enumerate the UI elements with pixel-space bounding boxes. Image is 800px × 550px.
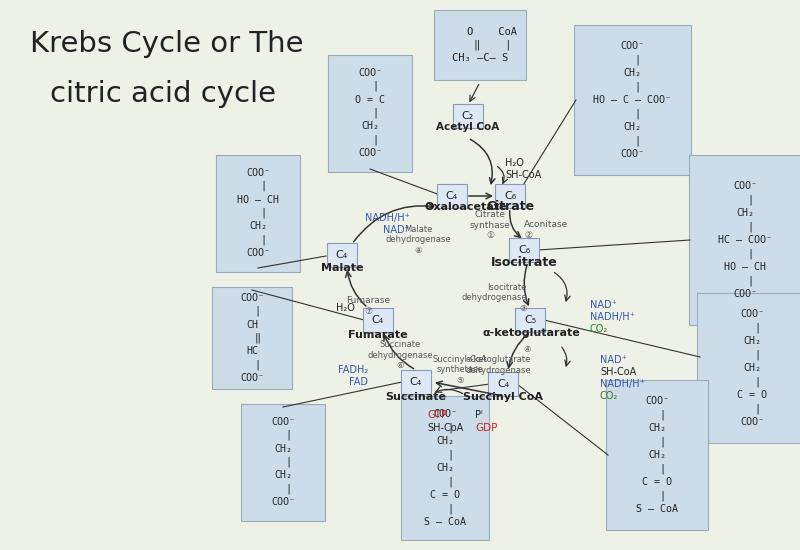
Text: C₄: C₄	[497, 379, 509, 389]
Text: Succinate
dehydrogenase
⑥: Succinate dehydrogenase ⑥	[367, 340, 433, 370]
Text: COO⁻
  |
CH
  ‖
HC
  |
COO⁻: COO⁻ | CH ‖ HC | COO⁻	[240, 293, 264, 383]
FancyBboxPatch shape	[401, 370, 431, 394]
Text: NAD⁺: NAD⁺	[383, 225, 410, 235]
Text: COO⁻
  |
CH₂
  |
CH₂
  |
C = O
  |
COO⁻: COO⁻ | CH₂ | CH₂ | C = O | COO⁻	[737, 309, 767, 427]
Text: Succinyl CoA: Succinyl CoA	[463, 392, 543, 402]
Text: Pᴵ: Pᴵ	[475, 410, 482, 420]
Text: citric acid cycle: citric acid cycle	[50, 80, 276, 108]
Text: COO⁻
  |
O = C
  |
CH₂
  |
COO⁻: COO⁻ | O = C | CH₂ | COO⁻	[355, 68, 385, 158]
Text: C₆: C₆	[504, 191, 516, 201]
Text: C₅: C₅	[524, 315, 536, 325]
Text: NAD⁺: NAD⁺	[600, 355, 627, 365]
Text: COO⁻
  |
CH₂
  |
HO — C — COO⁻
  |
CH₂
  |
COO⁻: COO⁻ | CH₂ | HO — C — COO⁻ | CH₂ | COO⁻	[593, 41, 671, 159]
FancyBboxPatch shape	[327, 243, 357, 267]
Text: Isocitrate
dehydrogenase
③: Isocitrate dehydrogenase ③	[462, 283, 527, 313]
FancyBboxPatch shape	[515, 308, 545, 332]
Text: Succinate: Succinate	[386, 392, 446, 402]
FancyBboxPatch shape	[453, 104, 483, 128]
Text: CO₂: CO₂	[600, 391, 618, 401]
Text: SH-CoA: SH-CoA	[505, 170, 542, 180]
FancyBboxPatch shape	[363, 308, 393, 332]
Text: FAD: FAD	[349, 377, 368, 387]
FancyBboxPatch shape	[697, 293, 800, 443]
Text: ④
α-ketoglutarate
dehydrogenase: ④ α-ketoglutarate dehydrogenase	[466, 345, 531, 375]
Text: COO⁻
  |
HO — CH
  |
CH₂
  |
COO⁻: COO⁻ | HO — CH | CH₂ | COO⁻	[237, 168, 279, 258]
FancyBboxPatch shape	[606, 380, 708, 530]
Text: C₄: C₄	[446, 191, 458, 201]
Text: O    CoA
    ‖    |
CH₃ —C— S: O CoA ‖ | CH₃ —C— S	[442, 26, 518, 63]
Text: Malate: Malate	[321, 263, 363, 273]
Text: SH-CoA: SH-CoA	[600, 367, 636, 377]
Text: α-ketoglutarate: α-ketoglutarate	[482, 328, 580, 338]
Text: C₄: C₄	[410, 377, 422, 387]
FancyBboxPatch shape	[689, 155, 800, 325]
Text: CO₂: CO₂	[590, 324, 608, 334]
Text: Krebs Cycle or The: Krebs Cycle or The	[30, 30, 303, 58]
Text: NADH/H⁺: NADH/H⁺	[365, 213, 410, 223]
Text: Oxaloacetate: Oxaloacetate	[425, 202, 507, 212]
FancyBboxPatch shape	[509, 238, 539, 262]
Text: Malate
dehydrogenase
⑧: Malate dehydrogenase ⑧	[385, 225, 451, 255]
Text: C₂: C₂	[462, 111, 474, 121]
FancyBboxPatch shape	[212, 287, 292, 389]
Text: Citrate: Citrate	[486, 201, 534, 213]
Text: FADH₂: FADH₂	[338, 365, 368, 375]
FancyBboxPatch shape	[574, 25, 690, 175]
Text: Succinyl-CoA
synthetase
⑤: Succinyl-CoA synthetase ⑤	[433, 355, 487, 385]
FancyBboxPatch shape	[495, 184, 525, 208]
Text: NADH/H⁺: NADH/H⁺	[590, 312, 635, 322]
Text: COO⁻
  |
CH₂
  |
CH₂
  |
C = O
  |
S — CoA: COO⁻ | CH₂ | CH₂ | C = O | S — CoA	[636, 396, 678, 514]
Text: C₄: C₄	[372, 315, 384, 325]
FancyBboxPatch shape	[241, 404, 325, 520]
Text: Fumarate: Fumarate	[348, 330, 408, 340]
Text: Acetyl CoA: Acetyl CoA	[436, 122, 500, 132]
Text: SH-CoA: SH-CoA	[427, 423, 463, 433]
FancyBboxPatch shape	[488, 372, 518, 396]
Text: COO⁻
  |
CH₂
  |
CH₂
  |
COO⁻: COO⁻ | CH₂ | CH₂ | COO⁻	[271, 417, 295, 507]
Text: Citrate
synthase
①: Citrate synthase ①	[470, 210, 510, 240]
Text: Isocitrate: Isocitrate	[490, 256, 558, 270]
FancyBboxPatch shape	[401, 396, 489, 540]
FancyBboxPatch shape	[437, 184, 467, 208]
Text: C₆: C₆	[518, 245, 530, 255]
FancyBboxPatch shape	[328, 54, 412, 172]
Text: COO⁻
  |
CH₂
  |
CH₂
  |
C = O
  |
S — CoA: COO⁻ | CH₂ | CH₂ | C = O | S — CoA	[424, 409, 466, 527]
Text: NADH/H⁺: NADH/H⁺	[600, 379, 645, 389]
Text: NAD⁺: NAD⁺	[590, 300, 617, 310]
Text: GDP: GDP	[475, 423, 498, 433]
FancyBboxPatch shape	[216, 155, 300, 272]
Text: H₂O: H₂O	[505, 158, 524, 168]
Text: H₂O: H₂O	[336, 303, 355, 313]
Text: COO⁻
  |
CH₂
  |
HC — COO⁻
  |
HO — CH
  |
COO⁻: COO⁻ | CH₂ | HC — COO⁻ | HO — CH | COO⁻	[718, 181, 772, 299]
Text: C₄: C₄	[336, 250, 348, 260]
Text: Aconitase
②: Aconitase ②	[524, 221, 568, 240]
Text: GTP: GTP	[427, 410, 447, 420]
FancyBboxPatch shape	[434, 10, 526, 80]
Text: Fumarase
⑦: Fumarase ⑦	[346, 296, 390, 316]
